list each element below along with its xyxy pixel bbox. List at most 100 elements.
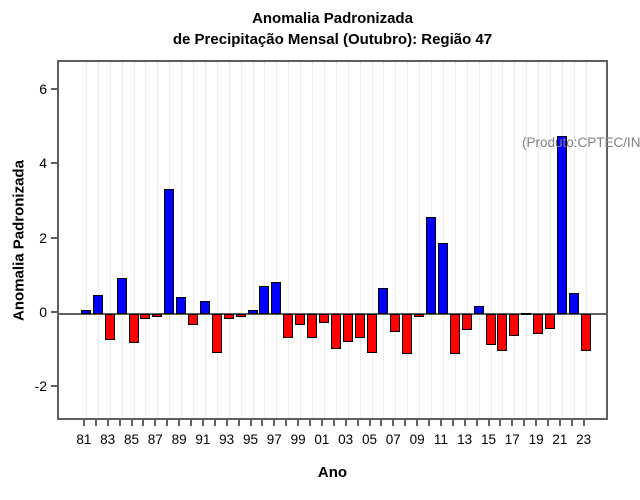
x-tick-label-2005: 05 [361,432,378,447]
bar-1999 [295,313,306,325]
bar-1986 [140,313,151,320]
bar-2014 [473,306,484,314]
y-tick-2 [51,236,57,239]
bar-1995 [247,309,258,314]
gridline-2006 [383,62,385,418]
gridline-1989 [181,62,183,418]
bar-2011 [437,243,448,314]
x-tick-label-2017: 17 [504,432,520,447]
x-tick-1991 [201,420,204,426]
bar-2004 [354,313,365,338]
x-tick-2015 [487,420,490,426]
x-tick-label-2013: 13 [457,432,473,447]
x-tick-label-1993: 93 [219,432,235,447]
x-tick-2012 [451,420,454,426]
x-tick-2010 [428,420,430,426]
bar-2001 [318,313,329,323]
y-tick-label-4: 4 [39,155,47,172]
x-tick-2005 [368,420,371,426]
bar-1987 [152,313,163,318]
bar-1990 [188,313,198,325]
gridline-1986 [145,62,147,418]
x-tick-2004 [356,420,359,426]
bar-2021 [556,135,567,314]
x-tick-1984 [118,420,121,426]
bar-1992 [211,313,222,353]
plot-area: (Produto:CPTEC/INPE) [57,60,640,420]
x-tick-2017 [511,420,514,426]
x-tick-label-1995: 95 [242,432,259,447]
x-tick-1983 [106,420,109,426]
x-tick-1997 [273,420,276,426]
x-tick-label-2009: 09 [409,432,425,447]
x-axis-title: Ano [317,464,348,481]
x-tick-label-2023: 23 [576,432,592,447]
x-tick-2021 [558,420,561,426]
x-tick-2018 [523,420,526,426]
bar-2019 [533,313,544,335]
gridline-2020 [550,62,551,418]
bar-2005 [366,313,377,353]
gridline-1999 [300,62,302,418]
gridline-2017 [514,62,516,418]
chart-title-line1: Anomalia Padronizada [252,10,413,27]
x-tick-2009 [416,420,419,426]
gridline-2013 [466,62,468,418]
y-tick-label--2: -2 [34,377,47,394]
x-tick-1982 [94,420,97,426]
bar-1988 [164,189,175,314]
x-tick-1981 [82,420,85,426]
gridline-1996 [264,62,266,418]
gridline-2011 [442,62,444,418]
gridline-1995 [252,62,254,418]
gridline-2023 [585,62,587,418]
bar-2012 [449,313,460,355]
bar-2003 [342,313,353,342]
bar-1981 [80,309,91,314]
gridline-2007 [395,62,397,418]
bar-2009 [414,313,425,318]
bar-2000 [307,313,317,338]
x-tick-label-1981: 81 [76,432,92,447]
gridline-2004 [359,62,361,418]
bar-2002 [330,313,341,349]
x-tick-label-2021: 21 [552,432,568,447]
y-tick-label-6: 6 [39,81,47,98]
x-tick-label-1991: 91 [195,432,211,447]
bar-2008 [402,313,413,355]
bar-2007 [390,313,401,333]
x-tick-1996 [261,420,264,426]
gridline-1981 [85,62,87,418]
x-tick-1999 [297,420,300,426]
x-tick-label-2015: 15 [480,432,497,447]
gridline-1993 [228,62,230,418]
x-tick-1993 [225,420,228,426]
gridline-1985 [133,62,135,418]
gridline-2018 [526,62,528,418]
gridline-1982 [97,62,99,418]
bar-1994 [235,313,246,318]
bar-2023 [580,313,591,351]
x-tick-1989 [178,420,181,426]
bar-1982 [92,295,103,314]
x-tick-label-2001: 01 [314,432,330,447]
y-tick-label-2: 2 [39,229,47,246]
x-tick-2002 [332,420,335,426]
x-tick-label-1999: 99 [290,432,306,447]
x-tick-1994 [237,420,240,426]
x-tick-label-1987: 87 [147,432,163,447]
x-tick-2020 [547,420,549,426]
gridline-2015 [490,62,492,418]
y-tick--2 [51,384,57,387]
x-tick-1987 [154,420,157,426]
bar-1983 [104,313,115,340]
x-tick-2000 [309,420,311,426]
gridline-2019 [538,62,540,418]
x-tick-2022 [570,420,573,426]
gridline-2003 [347,62,349,418]
x-tick-2001 [320,420,323,426]
gridline-1991 [204,62,206,418]
gridline-1998 [288,62,290,418]
gridline-2012 [454,62,456,418]
